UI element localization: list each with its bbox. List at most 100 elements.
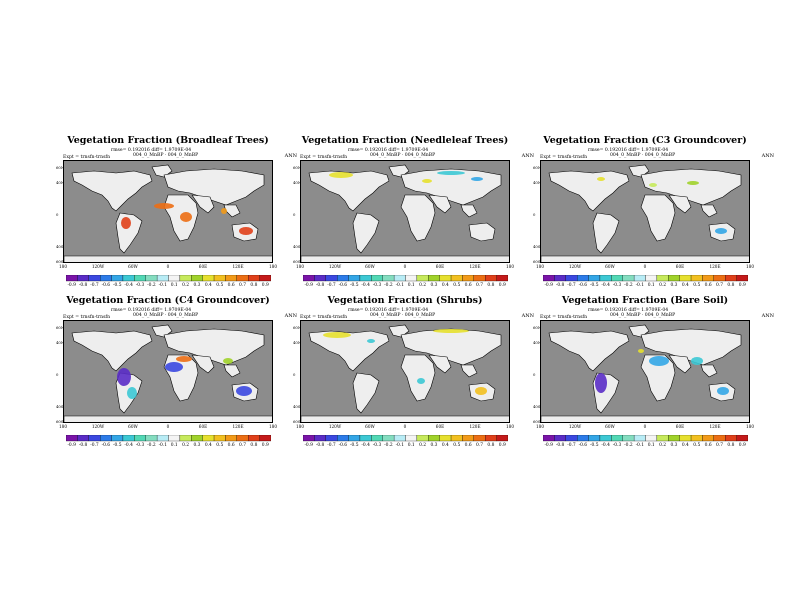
panel-expt: Expt = trnsfn-trnsfn	[540, 315, 588, 320]
colorbar-svg	[66, 435, 271, 442]
anomaly-patch	[691, 357, 703, 365]
continents	[64, 164, 272, 262]
lat-label: 40S	[533, 404, 541, 409]
lat-label: 0	[533, 372, 536, 377]
map-svg	[64, 324, 272, 422]
colorbar-swatch	[416, 435, 429, 442]
lon-label: 180	[536, 264, 544, 269]
panel-expt: Expt = trnsfn-trnsfn	[300, 155, 348, 160]
panel-expt: Expt = trnsfn-trnsfn	[540, 155, 588, 160]
colorbar-swatch	[314, 275, 326, 282]
colorbar-label: -0.6	[338, 443, 348, 448]
continents	[301, 324, 509, 422]
colorbar-label: -0.3	[135, 443, 145, 448]
colorbar-swatch	[325, 275, 338, 282]
colorbar-label: -0.1	[635, 443, 645, 448]
colorbar-swatch	[111, 275, 124, 282]
africa	[400, 354, 436, 402]
colorbar-label: 0.6	[704, 443, 712, 448]
anomaly-patch	[236, 386, 252, 396]
colorbar-swatch	[405, 435, 418, 442]
colorbar-label: -0.6	[101, 283, 111, 288]
continents	[64, 324, 272, 422]
south-america	[352, 372, 380, 414]
lon-label: 60W	[605, 264, 615, 269]
colorbar-swatch	[337, 435, 349, 442]
colorbar-label: 0.8	[250, 283, 258, 288]
colorbar: -0.9 -0.8 -0.7 -0.6 -0.5 -0.4 -0.3 -0.2 -0.1 0.1 0…	[303, 435, 508, 451]
lat-label: 60S	[533, 419, 541, 424]
north-america	[308, 330, 390, 372]
anomaly-patch	[117, 368, 131, 386]
anomaly-patch	[433, 329, 469, 333]
lat-label: 0	[56, 372, 59, 377]
colorbar-label: 0.1	[647, 443, 655, 448]
colorbar-swatch	[577, 435, 589, 442]
colorbar-label: 0.7	[476, 283, 484, 288]
europe-asia	[163, 168, 265, 206]
colorbar-label: 0.5	[453, 443, 461, 448]
antarctica	[541, 415, 749, 422]
lat-label: 40N	[293, 180, 302, 185]
colorbar-label: -0.9	[67, 443, 76, 448]
colorbar-label: 0.3	[193, 283, 201, 288]
map-panel-6: Vegetation Fraction (Bare Soil) rmse= 0.…	[533, 295, 780, 453]
colorbar-swatch	[303, 275, 315, 282]
colorbar-swatch	[382, 275, 395, 282]
colorbar-label: -0.2	[384, 283, 393, 288]
arabia-india	[191, 354, 215, 374]
colorbar-label: 0.6	[464, 443, 472, 448]
colorbar-label: 0.4	[204, 443, 212, 448]
colorbar-label: 0.4	[204, 283, 212, 288]
lat-label: 60N	[293, 325, 302, 330]
colorbar-swatch	[145, 275, 158, 282]
anomaly-overlay	[329, 171, 483, 183]
colorbar-label: -0.4	[361, 283, 370, 288]
colorbar-label: 0.5	[216, 443, 224, 448]
colorbar-swatch	[359, 435, 372, 442]
colorbar-swatch	[348, 435, 361, 442]
colorbar-swatch	[179, 435, 192, 442]
colorbar-label: -0.7	[90, 283, 99, 288]
colorbar-label: -0.3	[372, 443, 382, 448]
colorbar-swatch	[348, 275, 361, 282]
arabia-india	[668, 194, 692, 214]
colorbar-swatch	[702, 435, 714, 442]
colorbar-swatch	[371, 435, 383, 442]
lat-label: 40N	[533, 340, 542, 345]
panel-case: 004_0_MnBP · 004_0_MnBP	[610, 313, 676, 318]
colorbar-svg	[66, 275, 271, 282]
north-america	[71, 330, 153, 372]
africa	[640, 354, 676, 402]
panel-title: Vegetation Fraction (Bare Soil)	[561, 295, 729, 306]
colorbar-swatch	[668, 275, 680, 282]
colorbar-swatch	[577, 275, 589, 282]
colorbar-swatch	[122, 435, 135, 442]
colorbar: -0.9 -0.8 -0.7 -0.6 -0.5 -0.4 -0.3 -0.2 -0.1 0.1 0…	[303, 275, 508, 291]
colorbar-swatch	[450, 275, 463, 282]
colorbar-swatch	[450, 435, 463, 442]
lon-label: 180	[269, 424, 277, 429]
colorbar-label: -0.2	[384, 443, 393, 448]
anomaly-patch	[475, 387, 487, 395]
anomaly-patch	[597, 177, 605, 181]
anomaly-patch	[239, 227, 253, 235]
antarctica	[301, 255, 509, 262]
lat-label: 40S	[293, 404, 301, 409]
lon-label: 180	[506, 264, 514, 269]
colorbar-swatch	[213, 275, 226, 282]
colorbar-swatch	[77, 275, 89, 282]
colorbar-label: 0.9	[261, 283, 269, 288]
anomaly-overlay	[597, 177, 727, 234]
colorbar-label: -0.4	[361, 443, 370, 448]
north-america	[71, 170, 153, 212]
colorbar-label: -0.5	[113, 283, 122, 288]
colorbar-swatch	[622, 435, 635, 442]
lon-label: 180	[296, 424, 304, 429]
colorbar-swatch	[145, 435, 158, 442]
colorbar-label: -0.5	[350, 443, 359, 448]
colorbar-svg	[543, 275, 748, 282]
lon-label: 120E	[469, 264, 481, 269]
colorbar-swatch	[713, 435, 726, 442]
colorbar-svg	[543, 435, 748, 442]
